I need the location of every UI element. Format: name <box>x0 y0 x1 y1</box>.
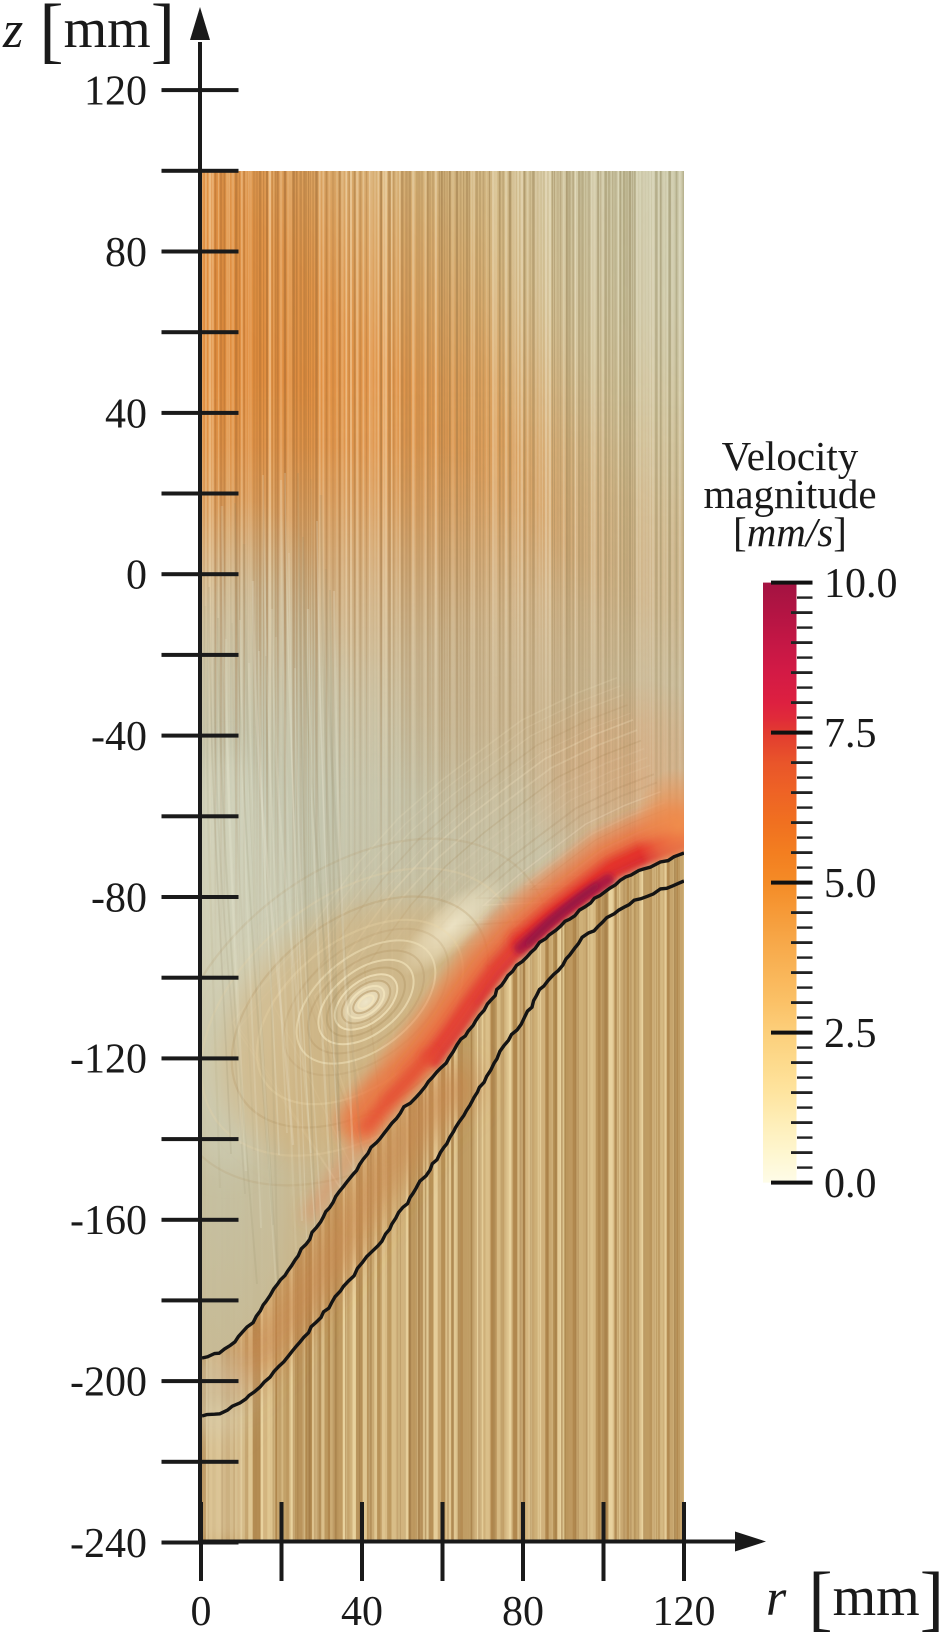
svg-text:-120: -120 <box>70 1037 147 1083</box>
svg-text:40: 40 <box>105 391 147 437</box>
svg-text:z[mm]: z [mm] <box>2 0 175 70</box>
svg-text:5.0: 5.0 <box>824 861 877 907</box>
svg-text:-200: -200 <box>70 1359 147 1405</box>
svg-text:[mm/s]: [mm/s] <box>733 509 847 555</box>
svg-text:0.0: 0.0 <box>824 1161 877 1207</box>
svg-text:-80: -80 <box>91 875 147 921</box>
svg-text:80: 80 <box>105 230 147 276</box>
svg-text:120: 120 <box>653 1589 716 1635</box>
svg-text:-40: -40 <box>91 714 147 760</box>
svg-text:0: 0 <box>191 1589 212 1635</box>
svg-text:r[mm]: r [mm] <box>766 1557 944 1638</box>
svg-text:7.5: 7.5 <box>824 711 877 757</box>
svg-text:80: 80 <box>502 1589 544 1635</box>
svg-text:120: 120 <box>84 69 147 115</box>
svg-text:10.0: 10.0 <box>824 561 898 607</box>
svg-text:-160: -160 <box>70 1198 147 1244</box>
svg-text:magnitude: magnitude <box>703 471 876 517</box>
svg-text:2.5: 2.5 <box>824 1011 877 1057</box>
svg-text:0: 0 <box>126 553 147 599</box>
svg-text:-240: -240 <box>70 1521 147 1567</box>
svg-text:Velocity: Velocity <box>722 433 859 479</box>
svg-text:40: 40 <box>341 1589 383 1635</box>
